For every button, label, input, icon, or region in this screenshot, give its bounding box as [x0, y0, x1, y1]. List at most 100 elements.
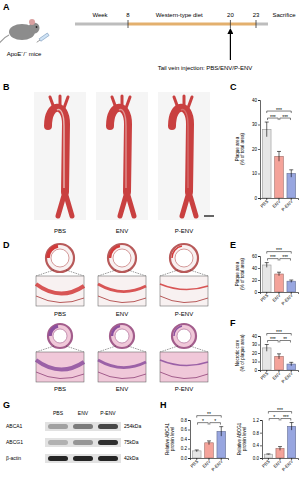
- group-label: P-ENV: [175, 311, 193, 317]
- y-axis-title: Relative ABCA1protein level: [165, 423, 175, 456]
- significance-label: ***: [270, 254, 276, 260]
- subject-label: ApoE⁻/⁻ mice: [7, 51, 42, 57]
- y-tick: 0.8: [253, 431, 262, 436]
- group-label: PBS: [54, 386, 66, 392]
- y-tick: 0.6: [181, 427, 190, 432]
- x-tick: P-ENV: [280, 198, 293, 212]
- tick-label: 40: [252, 334, 258, 339]
- y-axis-title: Plaque area(% of total area): [235, 257, 245, 290]
- tick-label: 60: [252, 254, 258, 259]
- y-tick: 0.4: [253, 443, 262, 448]
- x-tick: ENV: [271, 292, 281, 303]
- y-tick: 60: [252, 254, 260, 259]
- histology-panel: PBSENVP-ENVPBSENVP-ENV: [36, 244, 208, 392]
- y-axis-title: Relative ABCG1protein level: [237, 422, 247, 455]
- blot-strip: [45, 438, 121, 447]
- plot-area: [262, 122, 295, 198]
- panel-label: F: [230, 318, 236, 328]
- week-tick: [128, 20, 129, 28]
- error-bar: [195, 450, 199, 452]
- blot-band: [48, 424, 68, 429]
- panel-label: B: [3, 82, 10, 92]
- panel-label: H: [160, 400, 167, 410]
- y-axis: 010203040: [252, 334, 261, 373]
- blot-strip: [45, 454, 121, 463]
- y-axis: 0.0 0.2 0.4 0.6 0.8: [181, 418, 191, 461]
- bar: [287, 281, 296, 292]
- x-tick: PBS: [259, 370, 269, 381]
- error-bar: [277, 272, 281, 276]
- axis-line: [258, 337, 261, 371]
- tick-mark: [258, 149, 260, 150]
- error-bar: [289, 362, 293, 365]
- significance-label: ***: [276, 247, 282, 253]
- tick-label: 0.0: [253, 456, 260, 461]
- y-tick: 0.8: [181, 418, 190, 423]
- significance-label: **: [207, 411, 211, 417]
- x-axis: PBSENVP-ENV: [189, 458, 228, 472]
- group-label: PBS: [54, 311, 66, 317]
- axis-line: [260, 421, 263, 459]
- y-tick: 0.2: [181, 446, 190, 451]
- significance-label: **: [283, 336, 287, 342]
- week-tick: [230, 20, 231, 28]
- y-tick: 0.0: [181, 456, 190, 461]
- tick-label: ENV: [271, 199, 281, 209]
- x-axis: PBSENVP-ENV: [261, 458, 299, 472]
- x-tick: PBS: [261, 458, 271, 469]
- x-axis: PBSENVP-ENV: [259, 198, 298, 212]
- y-tick: 10: [252, 171, 260, 176]
- tick-label: 40: [252, 98, 258, 103]
- significance-label: ***: [283, 414, 289, 420]
- histology-image: [36, 324, 84, 382]
- syringe-icon: [36, 33, 49, 43]
- timeline-end: [256, 23, 268, 26]
- error-bar: [289, 280, 293, 282]
- blot-band: [98, 456, 118, 461]
- significance-label: *: [214, 418, 216, 424]
- tick-label: ENV: [271, 371, 281, 381]
- bar-chart: 0.0 0.2 0.4 0.6 0.8 PBSENVP-ENV Relative ABCA1…: [165, 411, 229, 472]
- bar-chart: 010203040PBSENVP-ENVNecrotic core(% of p…: [235, 329, 299, 384]
- axis-line: [258, 101, 261, 199]
- tick-mark: [258, 100, 260, 101]
- tick-mark: [260, 445, 262, 446]
- panel-label: G: [3, 400, 10, 410]
- tick-label: 0.8: [253, 431, 260, 436]
- tick-label: 0: [254, 196, 257, 201]
- error-bar: [266, 453, 270, 455]
- tick-mark: [258, 353, 260, 354]
- x-axis: PBSENVP-ENV: [259, 370, 298, 384]
- panel-label: D: [3, 240, 10, 250]
- blot-band: [98, 424, 118, 429]
- group-label: P-ENV: [175, 228, 193, 234]
- y-tick: 40: [252, 334, 260, 339]
- histology-image: [98, 244, 146, 306]
- lane-label: ENV: [78, 410, 89, 416]
- y-axis-title: Plaque area(% of total area): [235, 132, 245, 165]
- tick-label: PBS: [259, 199, 269, 209]
- error-bar: [265, 345, 269, 352]
- x-tick: PBS: [259, 292, 269, 303]
- plot-area: [264, 423, 295, 458]
- blot-band: [98, 440, 118, 445]
- blot-band: [48, 456, 68, 461]
- group-label: ENV: [116, 228, 128, 234]
- group-label: PBS: [54, 228, 66, 234]
- plot-area: [262, 345, 295, 371]
- tick-mark: [188, 449, 190, 450]
- tick-mark: [258, 336, 260, 337]
- tick-label: P-ENV: [280, 371, 293, 384]
- panel-label: E: [230, 240, 236, 250]
- error-bar: [290, 423, 294, 431]
- plot-area: [192, 427, 225, 458]
- error-bar: [265, 122, 269, 137]
- y-tick: 0.4: [181, 437, 190, 442]
- y-tick: 40: [252, 98, 260, 103]
- x-tick: P-ENV: [281, 458, 294, 472]
- x-tick: ENV: [201, 458, 211, 469]
- tick-label: P-ENV: [280, 293, 293, 306]
- tick-label: 40: [252, 266, 258, 271]
- figure: ABCDEFGHApoE⁻/⁻ miceWeek82023Western-typ…: [0, 0, 301, 500]
- x-tick: PBS: [259, 198, 269, 209]
